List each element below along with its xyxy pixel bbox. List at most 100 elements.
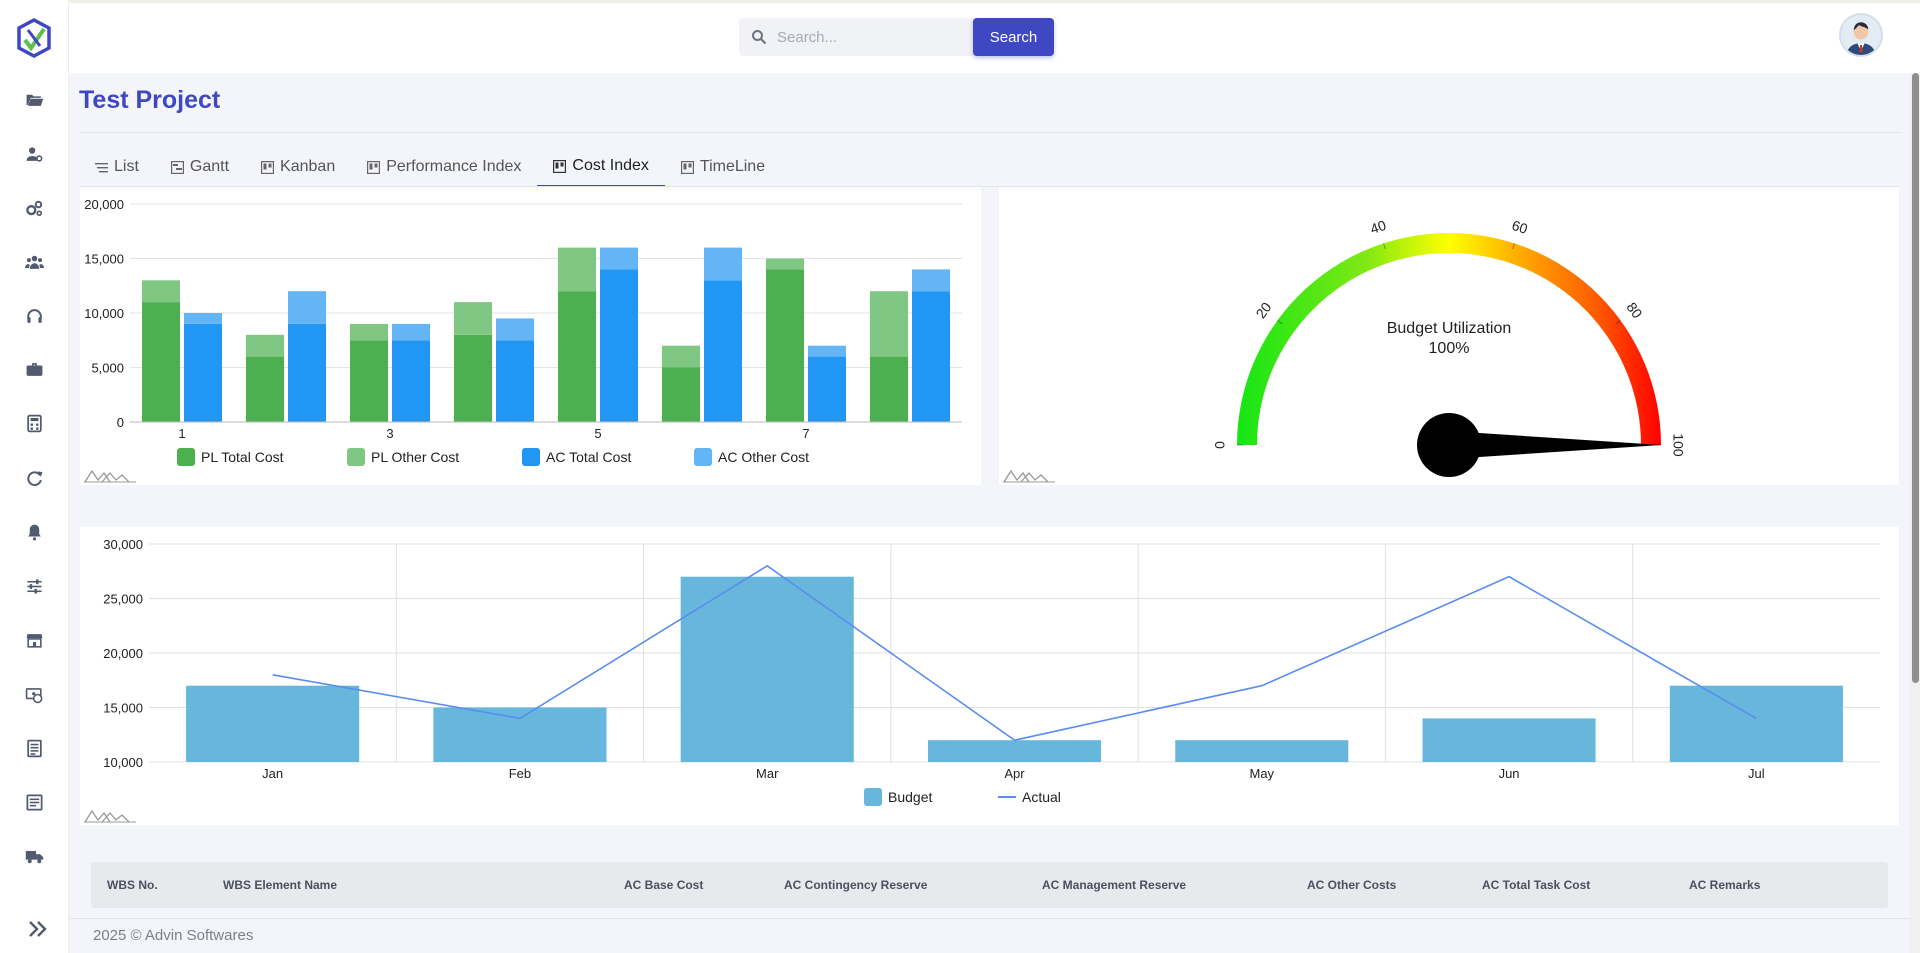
column-header[interactable]: AC Contingency Reserve [784, 878, 928, 892]
column-header[interactable]: AC Base Cost [624, 878, 704, 892]
footer-copyright: 2025 © Advin Softwares [93, 927, 254, 944]
sliders-icon[interactable] [22, 574, 46, 598]
bar-segment [704, 247, 742, 281]
bar-segment [808, 345, 846, 357]
tab-kanban[interactable]: Kanban [245, 147, 351, 187]
refresh-icon[interactable] [22, 466, 46, 490]
top-header: Search [69, 3, 1920, 73]
tab-label: Cost Index [572, 157, 649, 174]
gauge-tick [1277, 319, 1283, 325]
gauge-needle [1449, 431, 1661, 459]
tab-timeline[interactable]: TimeLine [665, 147, 781, 187]
user-settings-icon[interactable] [22, 142, 46, 166]
bar-segment [912, 269, 950, 292]
tab-label: List [114, 158, 139, 175]
column-header[interactable]: AC Remarks [1689, 878, 1761, 892]
page-title: Test Project [79, 86, 221, 114]
budget-bar [1669, 685, 1843, 762]
budget-bar [927, 740, 1102, 762]
gantt-icon [170, 160, 184, 174]
team-icon[interactable] [22, 250, 46, 274]
gauge-tick [1383, 243, 1386, 250]
user-avatar[interactable] [1839, 13, 1883, 57]
sidebar [0, 0, 69, 953]
bar-segment [246, 356, 284, 422]
bar-segment [184, 323, 222, 422]
budget-gauge-card: 0 20 40 60 80 100 Budget Utilization 100% [999, 187, 1899, 485]
bar-segment [662, 367, 700, 422]
bar-segment [766, 258, 804, 270]
divider [79, 132, 1900, 133]
gauge-value-label: 100% [1429, 340, 1470, 357]
tab-cost-index[interactable]: Cost Index [537, 147, 665, 187]
cost-bar-chart-card: 0 5,000 10,000 15,000 20,000 1 3 5 7 PL Total Cos… [80, 187, 981, 485]
bar-segment [808, 356, 846, 422]
bar-segment [558, 291, 596, 422]
legend-swatch [177, 448, 195, 466]
tab-gantt[interactable]: Gantt [155, 147, 245, 187]
divider [79, 186, 1900, 187]
y-tick-label: 5,000 [91, 361, 124, 376]
budget-bar [433, 707, 607, 762]
top-border [0, 0, 1920, 3]
gauge-hub [1417, 413, 1481, 477]
document-icon[interactable] [22, 736, 46, 760]
budget-bar [1422, 718, 1596, 762]
legend-swatch [694, 448, 712, 466]
bar-segment [912, 291, 950, 422]
gauge-tick [1512, 243, 1515, 250]
budget-actual-chart: 10,000 15,000 20,000 25,000 30,000 Jan Feb Mar A… [103, 537, 1880, 806]
tab-performance-index[interactable]: Performance Index [351, 147, 537, 187]
column-header[interactable]: AC Management Reserve [1042, 878, 1187, 892]
budget-gauge: 0 20 40 60 80 100 Budget Utilization 100% [1212, 217, 1686, 477]
legend-swatch [864, 788, 882, 806]
headset-icon[interactable] [22, 304, 46, 328]
divider [69, 918, 1910, 919]
bar-segment [142, 302, 180, 422]
y-tick-label: 20,000 [84, 197, 124, 212]
calculator-icon[interactable] [22, 411, 46, 435]
app-logo[interactable] [16, 18, 52, 58]
tab-label: Gantt [189, 158, 230, 175]
briefcase-icon[interactable] [22, 357, 46, 381]
list-icon [95, 162, 108, 172]
tab-label: TimeLine [699, 158, 766, 175]
bell-icon[interactable] [22, 520, 46, 544]
column-header[interactable]: AC Other Costs [1307, 878, 1397, 892]
bar-segment [870, 291, 908, 357]
amcharts-logo-icon[interactable] [84, 467, 136, 483]
bar-segment [496, 318, 534, 341]
bar-segment [704, 280, 742, 422]
money-icon[interactable] [22, 682, 46, 706]
search-input[interactable] [777, 18, 977, 56]
list-document-icon[interactable] [22, 790, 46, 814]
legend-swatch [522, 448, 540, 466]
bar-segment [392, 323, 430, 341]
expand-icon[interactable] [26, 917, 50, 941]
y-tick-label: 20,000 [103, 646, 143, 661]
budget-bar [1175, 740, 1349, 762]
amcharts-logo-icon[interactable] [1003, 467, 1055, 483]
gauge-tick [1615, 319, 1621, 325]
tab-list[interactable]: List [79, 147, 155, 187]
chart-icon [553, 159, 567, 173]
x-tick-label: May [1250, 766, 1275, 781]
legend-label: Actual [1022, 789, 1061, 805]
amcharts-logo-icon[interactable] [84, 807, 136, 823]
search-button[interactable]: Search [973, 18, 1054, 56]
truck-icon[interactable] [22, 844, 46, 868]
bar-segment [184, 313, 222, 324]
gauge-tick-label: 20 [1252, 299, 1274, 321]
folder-icon[interactable] [22, 87, 46, 111]
gauge-tick-label: 0 [1212, 441, 1228, 449]
column-header[interactable]: WBS No. [107, 878, 158, 892]
scrollbar-thumb[interactable] [1912, 73, 1919, 683]
x-tick-label: Jun [1499, 766, 1520, 781]
legend-label: AC Other Cost [718, 449, 809, 465]
store-icon[interactable] [22, 628, 46, 652]
wbs-table-header: WBS No. WBS Element Name AC Base Cost AC… [91, 862, 1888, 908]
column-header[interactable]: WBS Element Name [223, 878, 338, 892]
gears-icon[interactable] [22, 196, 46, 220]
column-header[interactable]: AC Total Task Cost [1482, 878, 1591, 892]
budget-bar [186, 685, 360, 762]
